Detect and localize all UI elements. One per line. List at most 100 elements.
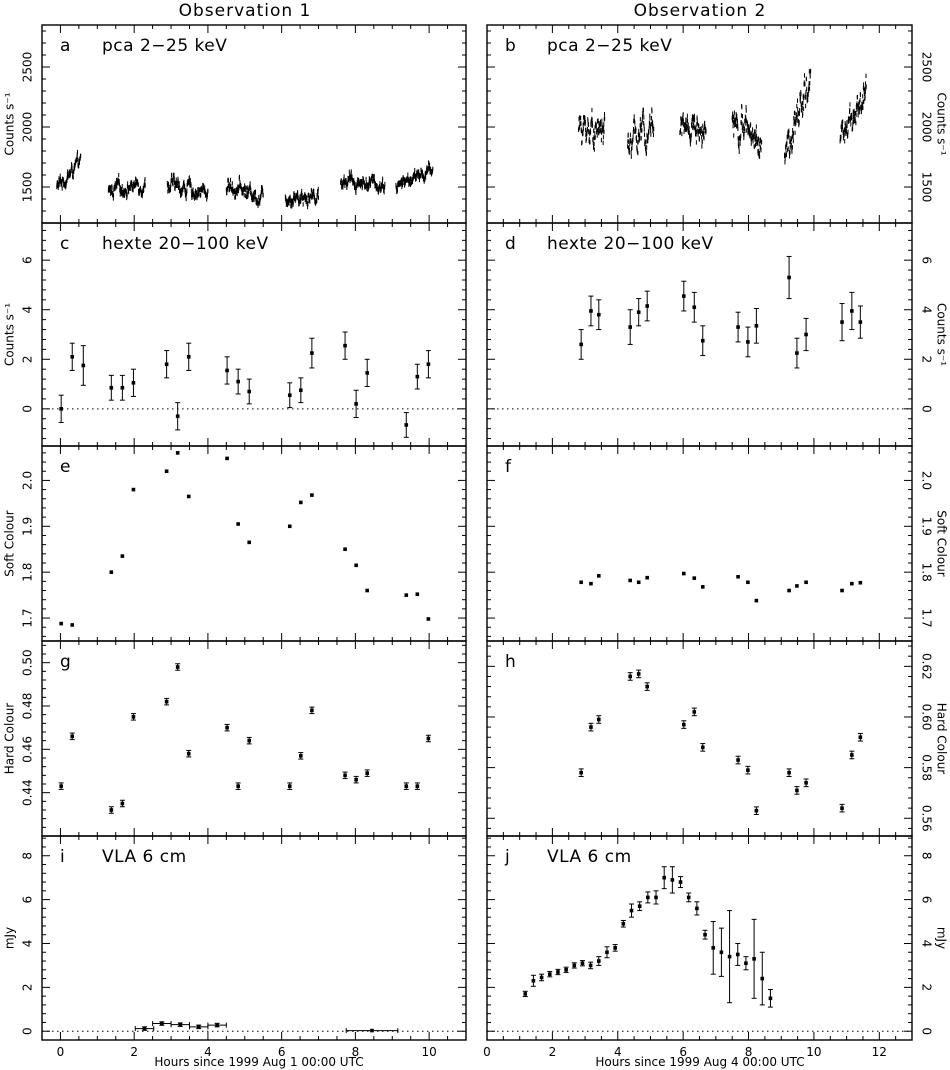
data-point	[850, 753, 854, 757]
panel-a: 1500 2000 2500 Counts s⁻¹ a pca 2−25 keV	[3, 24, 467, 224]
data-point	[746, 340, 750, 344]
data-point	[287, 524, 292, 529]
data-point	[343, 773, 347, 778]
data-point	[752, 957, 756, 961]
data-point	[850, 309, 854, 313]
y-axis-label: Soft Colour	[3, 510, 17, 576]
data-point	[175, 414, 180, 419]
data-point	[645, 575, 649, 580]
data-point	[727, 954, 732, 959]
data-point	[310, 708, 314, 713]
data-point	[109, 570, 114, 574]
data-point	[787, 275, 791, 280]
panel-label: pca 2−25 keV	[547, 36, 672, 56]
x-tick-label: 2	[549, 1045, 557, 1059]
x-axis-label-obs1: Hours since 1999 Aug 1 00:00 UTC	[154, 1055, 363, 1069]
y-axis-label: Hard Colour	[3, 703, 17, 775]
data-point	[840, 588, 844, 593]
y-tick-label: 2500	[920, 52, 934, 83]
data-point	[613, 946, 617, 950]
x-tick-label: 4	[204, 1045, 212, 1059]
data-point	[768, 996, 773, 1001]
data-point	[678, 880, 683, 884]
data-point	[404, 423, 409, 427]
data-point	[628, 674, 632, 679]
data-point	[621, 921, 626, 926]
data-point	[703, 932, 707, 937]
data-point	[247, 389, 252, 394]
y-tick-label: 4	[920, 940, 934, 948]
data-point	[70, 623, 75, 627]
y-tick-label: 1500	[21, 172, 35, 203]
y-tick-label: 4	[920, 306, 934, 314]
y-axis-label: mJy	[3, 927, 17, 949]
data-point	[754, 808, 759, 813]
data-point	[415, 374, 420, 379]
panel-frame	[41, 640, 467, 837]
data-point	[760, 976, 765, 981]
data-point	[858, 580, 863, 585]
panel-letter: h	[505, 652, 516, 672]
data-point	[858, 320, 863, 324]
data-point	[628, 325, 632, 329]
y-tick-label: 6	[920, 256, 934, 264]
y-tick-label: 6	[21, 256, 35, 264]
data-point	[692, 576, 697, 580]
data-point	[589, 309, 593, 313]
panel-frame	[41, 222, 467, 447]
data-point	[662, 875, 666, 880]
data-point	[164, 362, 169, 367]
y-tick-label: 2	[21, 355, 35, 363]
x-tick-label: 0	[57, 1045, 65, 1059]
data-points	[134, 1021, 399, 1034]
panel-d: 0 2 4 6 Counts s⁻¹ d hexte 20−100 keV	[486, 222, 949, 447]
panel-j: 0 2 4 6 8 10 12 0 2 4 6 8 mJy j VLA 6 cm	[483, 835, 949, 1059]
data-point	[426, 362, 431, 367]
data-point	[81, 363, 86, 368]
data-point	[580, 961, 585, 966]
data-points	[58, 663, 431, 814]
data-point	[120, 385, 125, 390]
data-point	[354, 563, 358, 568]
y-axis-label: Hard Colour	[935, 703, 949, 775]
data-point	[365, 771, 369, 775]
x-tick-label: 2	[130, 1045, 138, 1059]
y-tick-label: 0	[21, 405, 35, 413]
data-points	[59, 451, 431, 627]
panel-frame	[486, 640, 913, 837]
data-point	[695, 906, 699, 911]
data-point	[131, 715, 136, 719]
x-tick-label: 12	[872, 1045, 887, 1059]
data-point	[287, 393, 292, 398]
panel-i: 0 2 4 6 8 10 0 2 4 6 8 mJy i VLA 6 cm	[3, 835, 467, 1059]
data-point	[426, 736, 431, 741]
data-point	[670, 878, 675, 882]
x-tick-label: 0	[483, 1045, 491, 1059]
data-point	[795, 788, 799, 793]
y-tick-label: 1.8	[21, 563, 35, 582]
data-point	[343, 547, 347, 552]
data-point	[186, 751, 191, 756]
y-tick-label: 2500	[21, 52, 35, 83]
y-tick-label: 8	[920, 852, 934, 860]
x-axis-label-obs2: Hours since 1999 Aug 4 00:00 UTC	[595, 1055, 804, 1069]
data-point	[682, 571, 686, 576]
data-point	[597, 959, 601, 963]
panel-frame	[486, 222, 913, 447]
data-point	[645, 684, 649, 689]
x-tick-label: 8	[745, 1045, 753, 1059]
data-point	[59, 621, 63, 626]
data-point	[636, 310, 641, 314]
data-points	[522, 866, 773, 1008]
data-point	[744, 961, 748, 966]
data-point	[142, 1026, 147, 1031]
y-tick-label: 2	[920, 355, 934, 363]
y-tick-label: 2.0	[920, 471, 934, 490]
data-point	[365, 588, 369, 593]
data-point	[426, 617, 431, 621]
data-point	[736, 325, 740, 329]
data-point	[787, 588, 791, 593]
